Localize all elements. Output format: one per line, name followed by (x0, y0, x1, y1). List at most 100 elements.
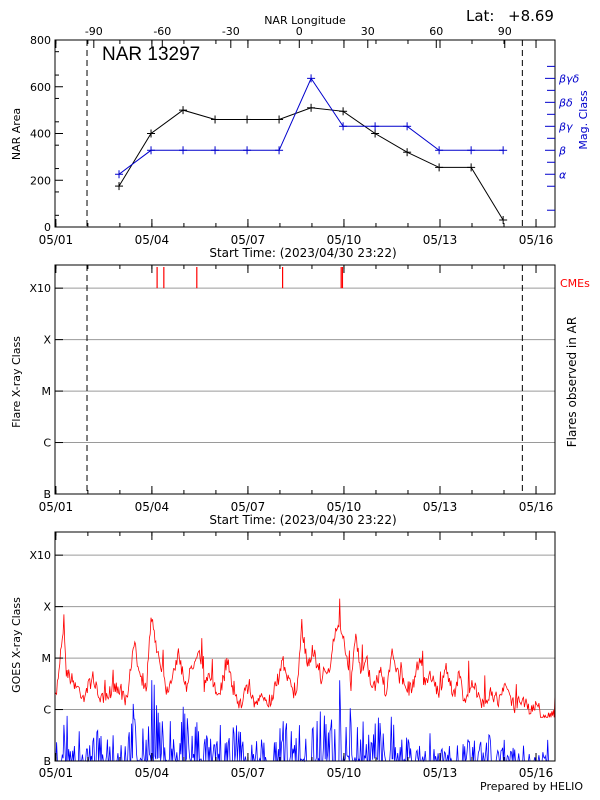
nar-area-point (243, 115, 252, 124)
mag-class-tick-label: βδ (558, 96, 573, 109)
y-tick-label: 200 (30, 174, 51, 187)
x-tick-label: 05/10 (327, 766, 362, 780)
goes-y-label: GOES X-ray Class (10, 597, 23, 693)
longitude-tick-label: 90 (498, 25, 512, 38)
nar-area-point (403, 148, 412, 157)
x-tick-label: 05/16 (519, 233, 554, 247)
flare-y-label: Flare X-ray Class (10, 336, 23, 428)
x-tick-label: 05/13 (423, 766, 458, 780)
y-tick-label: 600 (30, 81, 51, 94)
longitude-tick-label: -90 (85, 25, 103, 38)
goes-panel: 05/01 05/04 05/07 05/10 05/13 05/16 B C M X X10 G… (10, 531, 583, 793)
mag-class-point (211, 146, 220, 155)
y-tick-label: X (43, 601, 51, 614)
mag-class-point (147, 146, 156, 155)
nar-area-y-label: NAR Area (10, 108, 23, 160)
longitude-tick-label: 60 (429, 25, 443, 38)
x-tick-label: 05/16 (519, 766, 554, 780)
x-tick-label: 05/13 (423, 500, 458, 514)
x-tick-label: 05/01 (39, 233, 74, 247)
nar-area-y-ticks: 0 200 400 600 800 (30, 34, 63, 234)
mag-class-point (435, 146, 444, 155)
y-tick-label: M (42, 385, 52, 398)
mag-class-y-label: Mag. Class (577, 90, 590, 149)
x-tick-label: 05/07 (231, 500, 266, 514)
latitude-label: Lat: (466, 7, 494, 25)
goes-plot-frame (54, 531, 556, 762)
y-tick-label: C (43, 704, 51, 717)
x-tick-label: 05/01 (39, 766, 74, 780)
y-tick-label: 800 (30, 34, 51, 47)
mag-class-point (403, 122, 412, 131)
flare-gridlines (55, 287, 555, 444)
flare-panel: 05/01 05/04 05/07 05/10 05/13 05/16 B C M X X10 C… (10, 264, 590, 527)
x-tick-label: 05/07 (231, 766, 266, 780)
nar-area-x-label: Start Time: (2023/04/30 23:22) (209, 246, 396, 260)
y-tick-label: C (43, 437, 51, 450)
latitude-value: +8.69 (508, 7, 554, 25)
nar-area-point (275, 115, 284, 124)
flare-plot-frame (54, 264, 556, 495)
nar-longitude-ticks: -90 -60 -30 0 30 60 90 (85, 25, 512, 48)
mag-class-ticks: αβ βγ βδ βγδ (545, 65, 580, 211)
flare-right-label: Flares observed in AR (565, 317, 579, 447)
mag-class-tick-label: βγ (558, 120, 573, 133)
goes-x-ticks: 05/01 05/04 05/07 05/10 05/13 05/16 (39, 532, 554, 780)
mag-class-tick-label: α (559, 168, 567, 181)
nar-area-point (307, 103, 316, 112)
longitude-tick-label: 0 (296, 25, 303, 38)
x-tick-label: 05/10 (327, 233, 362, 247)
flare-x-ticks: 05/01 05/04 05/07 05/10 05/13 05/16 (39, 265, 554, 514)
x-tick-label: 05/07 (231, 233, 266, 247)
nar-longitude-label: NAR Longitude (264, 14, 346, 27)
flare-x-label: Start Time: (2023/04/30 23:22) (209, 513, 396, 527)
longitude-tick-label: -30 (222, 25, 240, 38)
nar-area-point (371, 129, 380, 138)
mag-class-tick-label: β (558, 144, 566, 157)
mag-class-point (243, 146, 252, 155)
x-tick-label: 05/04 (135, 766, 170, 780)
x-tick-label: 05/01 (39, 500, 74, 514)
mag-class-point (307, 74, 316, 83)
cme-label: CMEs (560, 277, 590, 290)
nar-visibility-dashed-lines (86, 40, 523, 227)
x-tick-label: 05/13 (423, 233, 458, 247)
nar-area-point (179, 106, 188, 115)
x-tick-label: 05/10 (327, 500, 362, 514)
nar-area-point (339, 107, 348, 116)
y-tick-label: X10 (29, 549, 51, 562)
flare-y-ticks: B C M X X10 (29, 282, 63, 501)
goes-y-ticks: B C M X X10 (29, 549, 63, 768)
x-tick-label: 05/04 (135, 233, 170, 247)
nar-title: NAR 13297 (102, 44, 200, 65)
goes-long-channel-line (54, 598, 556, 719)
y-tick-label: 0 (44, 221, 51, 234)
y-tick-label: M (42, 652, 52, 665)
mag-class-point (467, 146, 476, 155)
mag-class-tick-label: βγδ (558, 72, 580, 85)
nar-series (115, 74, 508, 224)
mag-class-point (499, 146, 508, 155)
nar-area-point (147, 129, 156, 138)
y-tick-label: X10 (29, 282, 51, 295)
x-tick-label: 05/04 (135, 500, 170, 514)
y-tick-label: 400 (30, 128, 51, 141)
nar-area-point (435, 163, 444, 172)
flare-visibility-dashed-lines (86, 265, 523, 494)
nar-area-point (467, 163, 476, 172)
y-tick-label: B (43, 488, 51, 501)
mag-class-point (371, 122, 380, 131)
nar-area-point (211, 115, 220, 124)
nar-area-point (115, 182, 124, 191)
mag-class-point (339, 122, 348, 131)
mag-class-point (275, 146, 284, 155)
longitude-tick-label: 30 (361, 25, 375, 38)
cme-markers (156, 267, 344, 289)
x-tick-label: 05/16 (519, 500, 554, 514)
goes-gridlines (55, 554, 555, 711)
mag-class-point (179, 146, 188, 155)
y-tick-label: X (43, 334, 51, 347)
nar-area-point (499, 215, 508, 224)
footer-credit: Prepared by HELIO (480, 780, 583, 793)
